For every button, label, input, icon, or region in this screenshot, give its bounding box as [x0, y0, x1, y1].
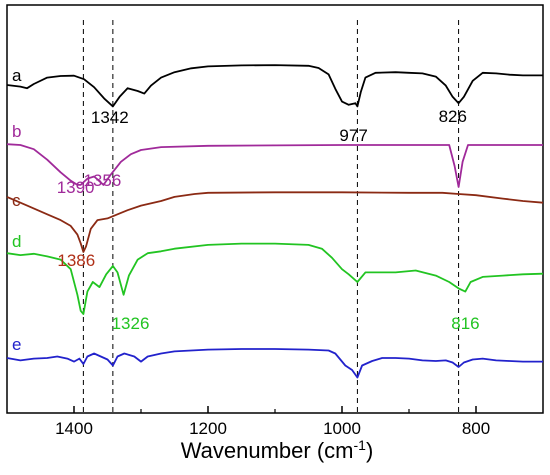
series-line-c — [6, 191, 544, 253]
series-line-a — [6, 64, 543, 108]
peak-label-1326: 1326 — [112, 314, 150, 333]
trace-letter-b: b — [12, 122, 21, 141]
x-axis-title: Wavenumber (cm-1) — [181, 437, 374, 463]
peak-label-816: 816 — [451, 314, 479, 333]
x-tick-label-1000: 1000 — [323, 419, 361, 438]
peak-label-977: 977 — [339, 126, 367, 145]
series-group — [6, 64, 544, 379]
trace-letter-a: a — [12, 66, 22, 85]
trace-letter-e: e — [12, 335, 21, 354]
x-axis-title-main: Wavenumber (cm — [181, 438, 354, 463]
x-tick-label-800: 800 — [462, 419, 490, 438]
peak-label-1342: 1342 — [91, 108, 129, 127]
series-line-d — [6, 242, 544, 315]
series-line-e — [6, 348, 543, 379]
x-axis-ticks: 1400 1200 1000 800 — [55, 406, 490, 438]
x-axis-title-sup: -1 — [354, 437, 367, 453]
plot-frame — [6, 4, 544, 414]
series-line-b — [6, 143, 543, 188]
peak-label-1386: 1386 — [57, 251, 95, 270]
x-tick-label-1400: 1400 — [55, 419, 93, 438]
trace-letter-d: d — [12, 232, 21, 251]
trace-letter-c: c — [12, 191, 21, 210]
x-tick-label-1200: 1200 — [189, 419, 227, 438]
peak-label-1390: 1390 — [57, 178, 95, 197]
peak-label-1356: 1356 — [83, 171, 121, 190]
peak-label-826: 826 — [439, 107, 467, 126]
trace-letters: a b c d e — [12, 66, 22, 354]
x-axis-title-close: ) — [366, 438, 373, 463]
reference-lines — [82, 20, 460, 413]
